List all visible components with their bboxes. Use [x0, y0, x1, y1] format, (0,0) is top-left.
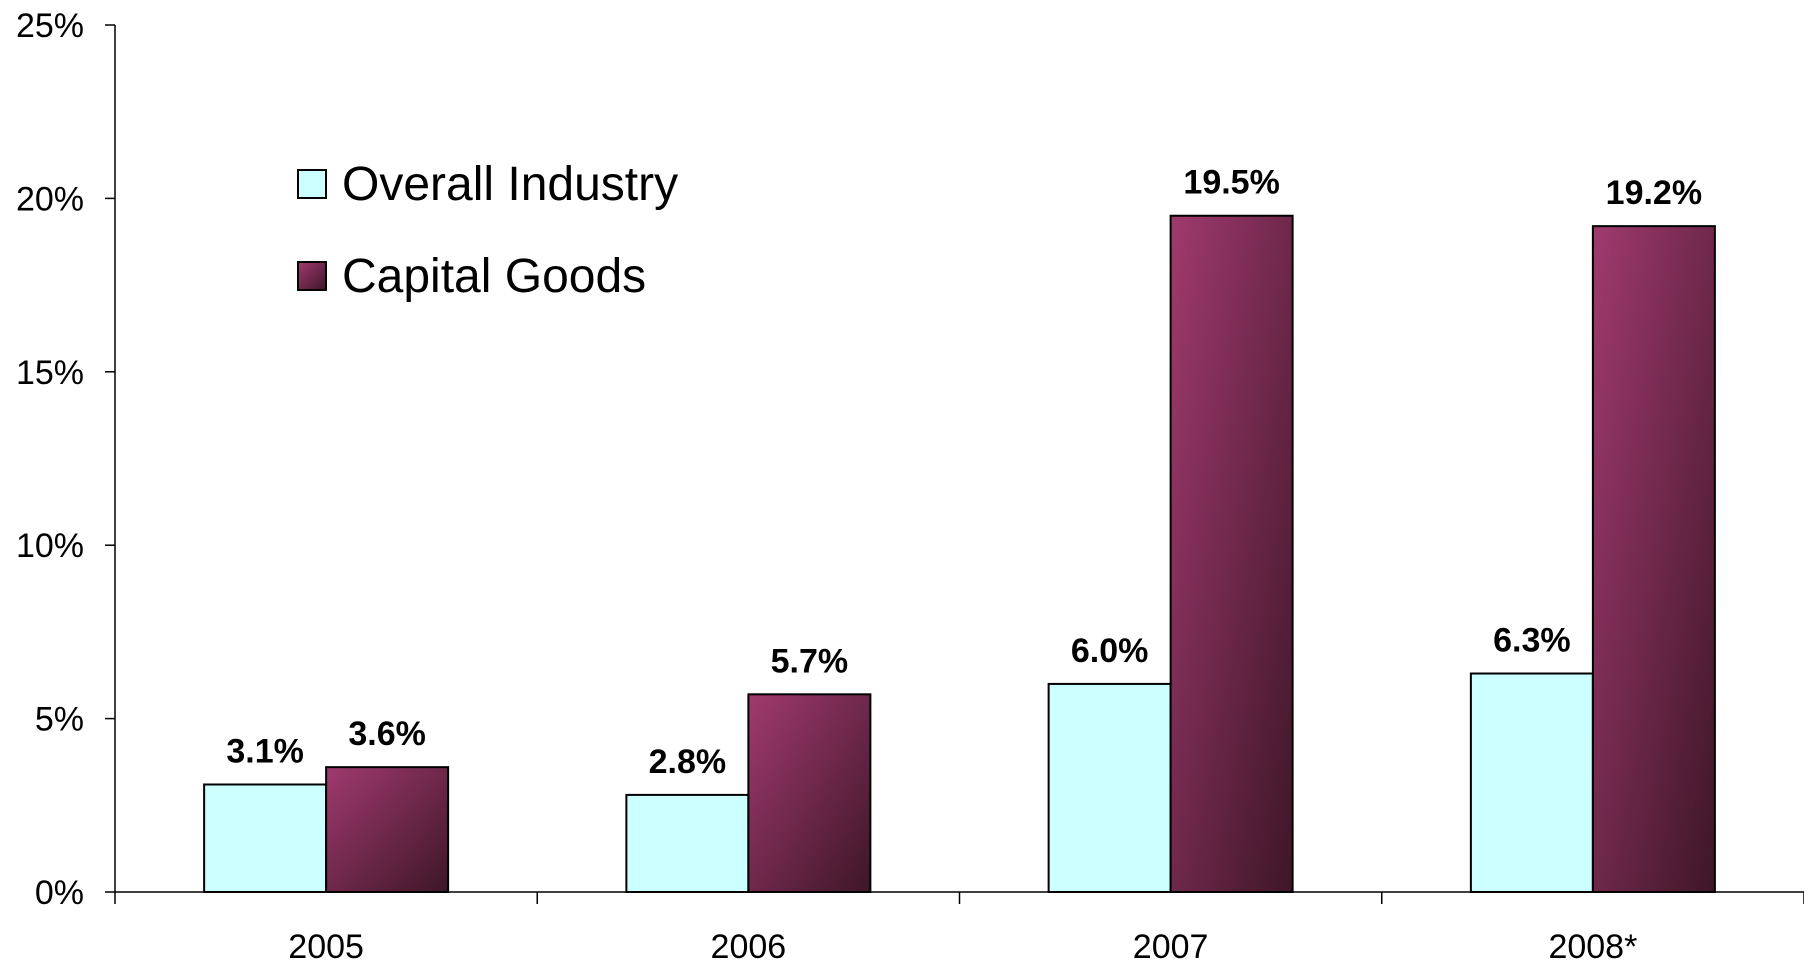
bar-overall-industry	[625, 793, 750, 893]
data-label: 3.6%	[348, 715, 426, 753]
bar-overall-industry	[1047, 682, 1172, 893]
y-tick-label: 15%	[16, 354, 84, 392]
y-tick-label: 25%	[16, 7, 84, 45]
data-label: 6.0%	[1071, 632, 1149, 670]
y-tick-label: 20%	[16, 180, 84, 218]
bar-overall-industry	[203, 783, 328, 894]
data-labels: 3.1% 3.6% 2.8% 5.7% 6.0% 19.5% 6.3% 19.2%	[226, 164, 1702, 781]
axes: 0% 5% 10% 15% 20% 25% 2005 2006 2007 2008*	[16, 7, 1804, 963]
x-tick-label: 2007	[1133, 928, 1209, 963]
legend-swatch-capital-goods	[297, 261, 327, 291]
bar-capital-goods	[747, 693, 872, 893]
legend-label: Overall Industry	[342, 158, 678, 211]
data-label: 3.1%	[226, 732, 304, 770]
data-label: 19.5%	[1183, 164, 1279, 202]
y-tick-label: 0%	[35, 874, 84, 912]
data-label: 6.3%	[1493, 622, 1571, 660]
x-tick-label: 2008*	[1548, 928, 1637, 963]
data-label: 5.7%	[771, 642, 849, 680]
x-tick-label: 2006	[711, 928, 787, 963]
x-tick-label: 2005	[288, 928, 364, 963]
legend-swatch-overall-industry	[297, 169, 327, 199]
data-label: 2.8%	[649, 743, 727, 781]
y-tick-label: 5%	[35, 701, 84, 739]
legend-label: Capital Goods	[342, 250, 646, 303]
bar-capital-goods	[1169, 214, 1294, 894]
bar-overall-industry	[1469, 672, 1594, 893]
bar-capital-goods	[325, 766, 450, 893]
bar-capital-goods	[1591, 225, 1716, 894]
bars	[203, 214, 1716, 894]
data-label: 19.2%	[1606, 174, 1702, 212]
y-tick-label: 10%	[16, 527, 84, 565]
legend: Overall Industry Capital Goods	[297, 158, 678, 303]
